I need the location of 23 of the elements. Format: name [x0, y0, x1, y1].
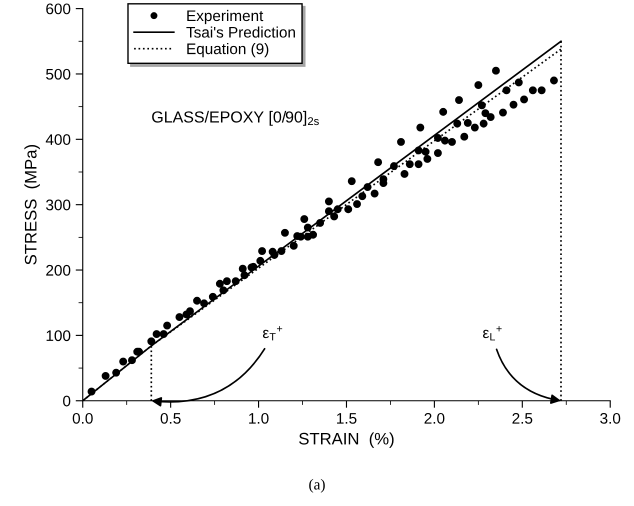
legend-label: Experiment — [187, 10, 264, 24]
x-tick-label: 3.0 — [600, 412, 620, 424]
legend-label: Tsai's Prediction — [186, 26, 295, 38]
x-tick-label: 2.0 — [424, 412, 444, 424]
x-axis-title: STRAIN (%) — [299, 432, 394, 448]
x-tick-label: 1.0 — [249, 412, 269, 424]
y-axis-title: STRESS (MPa) — [24, 145, 40, 265]
y-tick-label: 0 — [63, 396, 70, 406]
x-tick-label: 2.5 — [512, 412, 532, 424]
y-tick-label: 400 — [46, 134, 70, 146]
x-tick-label: 0.5 — [160, 412, 181, 424]
text: (a) — [309, 478, 325, 493]
y-tick-label: 300 — [46, 200, 70, 210]
y-tick-label: 100 — [46, 330, 70, 342]
legend-label: Equation (9) — [187, 42, 268, 58]
y-tick-label: 500 — [46, 68, 70, 80]
annotation: GLASS/EPOXY [0/90]$_{2s}$ — [152, 110, 319, 126]
y-tick-label: 600 — [46, 3, 70, 14]
x-tick-label: 0.0 — [72, 412, 93, 424]
annotation: ε$_{T}$$^{+}$ — [262, 326, 282, 340]
y-tick-label: 200 — [46, 264, 70, 276]
annotation: ε$_{L}$$^{+}$ — [483, 326, 502, 340]
x-tick-label: 1.5 — [337, 413, 356, 424]
